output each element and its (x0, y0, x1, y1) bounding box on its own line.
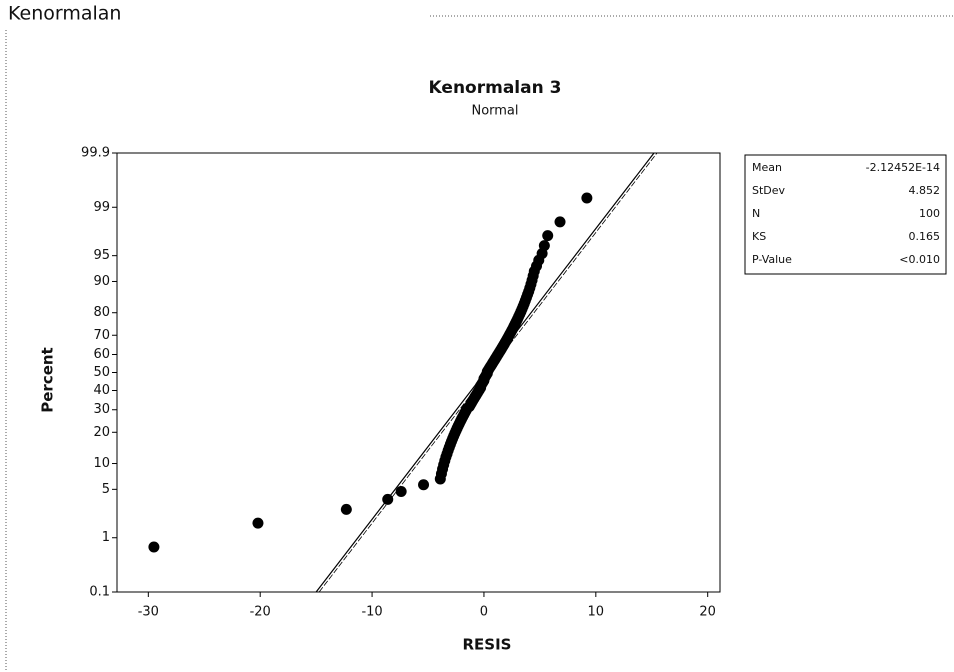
data-point (538, 240, 550, 252)
data-point (542, 230, 554, 242)
plot-frame (116, 152, 721, 593)
stats-box (744, 154, 947, 275)
data-point (581, 192, 593, 204)
y-tick-label: 70 (93, 328, 110, 343)
stat-value: 0.165 (909, 230, 941, 243)
x-tick-label: 20 (699, 605, 716, 620)
y-tick-label: 99 (93, 200, 110, 215)
stat-value: 4.852 (909, 184, 941, 197)
data-point (418, 479, 430, 491)
chart-title: Kenormalan 3 (429, 78, 562, 98)
x-tick-label: -20 (250, 605, 271, 620)
chart-subtitle: Normal (471, 104, 518, 119)
data-point (395, 485, 407, 497)
stat-label: KS (752, 230, 766, 243)
stat-label: N (752, 207, 760, 220)
y-tick-label: 90 (93, 274, 110, 289)
section-title: Kenormalan (8, 3, 121, 25)
y-tick-label: 20 (93, 425, 110, 440)
y-tick-label: 30 (93, 402, 110, 417)
y-tick-label: 80 (93, 305, 110, 320)
y-tick-label: 50 (93, 365, 110, 380)
x-tick-label: 10 (588, 605, 605, 620)
y-tick-label: 0.1 (89, 585, 110, 600)
x-tick-label: -10 (361, 605, 382, 620)
x-axis-label: RESIS (463, 636, 512, 654)
stat-value: -2.12452E-14 (866, 161, 940, 174)
y-tick-label: 5 (102, 482, 110, 497)
stat-label: Mean (752, 161, 782, 174)
y-tick-label: 60 (93, 347, 110, 362)
y-tick-label: 99.9 (81, 146, 110, 161)
y-tick-label: 95 (93, 248, 110, 263)
stat-value: <0.010 (899, 253, 940, 266)
data-point (252, 517, 264, 529)
data-point (382, 493, 394, 505)
data-point (148, 541, 160, 553)
data-point (554, 216, 566, 228)
stat-label: P-Value (752, 253, 792, 266)
x-tick-label: -30 (138, 605, 159, 620)
y-tick-label: 10 (93, 456, 110, 471)
stat-label: StDev (752, 184, 786, 197)
data-point (340, 503, 352, 515)
stat-value: 100 (919, 207, 940, 220)
y-tick-label: 40 (93, 383, 110, 398)
y-tick-label: 1 (102, 530, 110, 545)
x-tick-label: 0 (480, 605, 488, 620)
y-axis-label: Percent (39, 347, 57, 412)
